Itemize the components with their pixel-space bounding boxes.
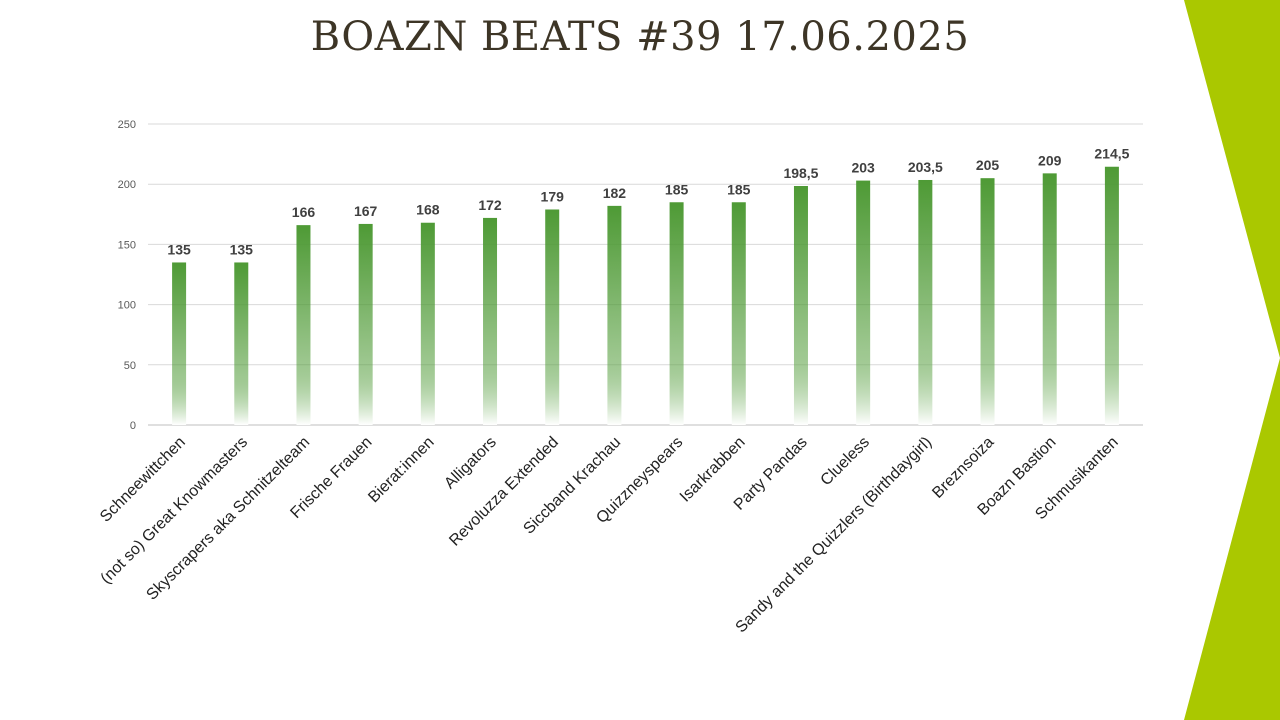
data-label: 203,5 xyxy=(908,159,943,175)
category-label: Bierat:innen xyxy=(365,434,437,506)
y-tick-label: 250 xyxy=(118,119,136,131)
data-label: 166 xyxy=(292,204,316,220)
category-labels: Schneewittchen(not so) Great Knowmasters… xyxy=(97,434,1122,637)
slide-title: BOAZN BEATS #39 17.06.2025 xyxy=(310,14,970,60)
data-labels: 135 135 166 167 168 172 179 182 185 185 198,5 203 20… xyxy=(167,146,1129,258)
y-tick-label: 50 xyxy=(124,360,136,372)
data-label: 182 xyxy=(603,185,627,201)
data-label: 135 xyxy=(230,241,254,257)
data-label: 135 xyxy=(167,241,191,257)
category-label: Alligators xyxy=(441,434,500,493)
category-label: Clueless xyxy=(818,434,873,489)
bar xyxy=(296,225,311,425)
y-tick-label: 0 xyxy=(130,420,136,432)
y-tick-label: 100 xyxy=(118,300,136,312)
bar xyxy=(607,205,622,425)
bar xyxy=(1042,173,1057,425)
bar xyxy=(731,202,746,425)
y-axis-ticks: 0 50 100 150 200 250 xyxy=(118,119,136,432)
bar xyxy=(545,209,560,425)
bar xyxy=(856,180,871,425)
bar xyxy=(669,202,684,425)
y-tick-label: 150 xyxy=(118,239,136,251)
data-label: 172 xyxy=(478,197,502,213)
data-label: 167 xyxy=(354,203,378,219)
data-label: 209 xyxy=(1038,152,1062,168)
bar xyxy=(980,178,995,425)
data-label: 198,5 xyxy=(783,165,818,181)
bar xyxy=(793,186,808,425)
data-label: 179 xyxy=(541,188,565,204)
data-label: 203 xyxy=(851,160,875,176)
data-label: 185 xyxy=(727,181,751,197)
bar xyxy=(420,222,435,425)
bar xyxy=(172,262,187,425)
bar xyxy=(1104,166,1119,425)
category-label: Revoluzza Extended xyxy=(446,434,562,550)
gridlines xyxy=(148,123,1143,426)
bars xyxy=(172,166,1119,425)
data-label: 214,5 xyxy=(1094,146,1129,162)
bar xyxy=(483,217,498,425)
bar xyxy=(234,262,249,425)
bar xyxy=(358,223,373,425)
category-label: Breznsoiza xyxy=(929,434,997,502)
bar xyxy=(918,179,933,425)
y-tick-label: 200 xyxy=(118,179,136,191)
data-label: 185 xyxy=(665,181,689,197)
data-label: 168 xyxy=(416,202,440,218)
data-label: 205 xyxy=(976,157,1000,173)
